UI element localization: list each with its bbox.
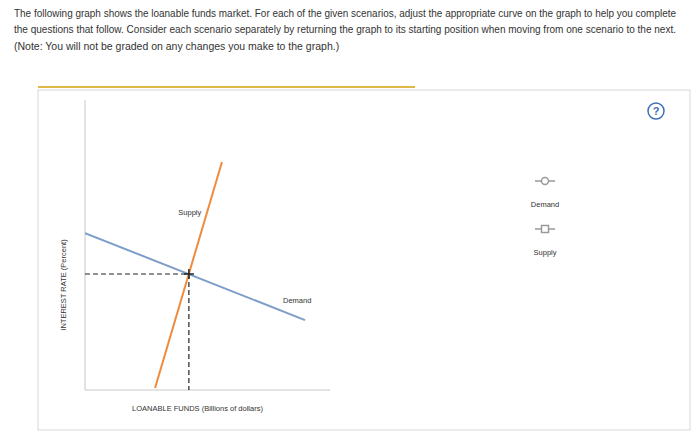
help-icon[interactable] bbox=[648, 103, 664, 119]
instruction-line: (Note: You will not be graded on any cha… bbox=[14, 40, 339, 52]
plot-area bbox=[85, 162, 305, 390]
page: The following graph shows the loanable f… bbox=[0, 0, 700, 434]
x-axis bbox=[85, 390, 330, 391]
y-axis-label: INTEREST RATE (Percent) bbox=[59, 239, 68, 331]
instruction-line: The following graph shows the loanable f… bbox=[14, 7, 676, 19]
graph-frame bbox=[38, 90, 690, 430]
series-line bbox=[85, 233, 305, 320]
legend-label: Demand bbox=[531, 200, 559, 209]
equilibrium-guide-y bbox=[85, 273, 189, 274]
series-line bbox=[155, 162, 222, 388]
help-icon-label[interactable]: ? bbox=[653, 105, 660, 117]
curve-label: Supply bbox=[178, 208, 201, 217]
legend-marker[interactable] bbox=[542, 226, 549, 233]
rule bbox=[38, 86, 415, 88]
instruction-line: the questions that follow. Consider each… bbox=[14, 23, 676, 35]
y-axis bbox=[85, 100, 86, 390]
equilibrium-guide-x bbox=[188, 274, 189, 390]
x-axis-label: LOANABLE FUNDS (Billions of dollars) bbox=[132, 404, 263, 413]
curve-label: Demand bbox=[283, 296, 311, 305]
legend-label: Supply bbox=[534, 248, 557, 257]
legend-marker[interactable] bbox=[542, 178, 549, 185]
equilibrium-marker bbox=[184, 269, 194, 279]
